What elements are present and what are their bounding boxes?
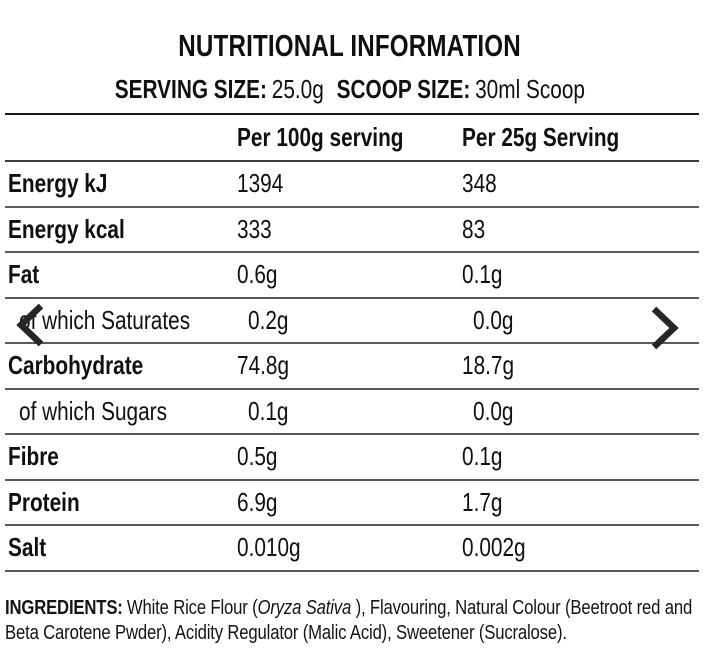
row-per100-value: 6.9g (237, 486, 278, 517)
row-per100-value: 74.8g (237, 350, 290, 381)
table-row-fat: Fat 0.6g 0.1g (5, 253, 699, 299)
ingredients-text-start: White Rice Flour ( (126, 597, 258, 619)
row-label: Energy kcal (8, 213, 125, 244)
row-per25-value: 0.1g (462, 259, 503, 290)
table-row-energy-kj: Energy kJ 1394 348 (5, 162, 699, 208)
row-per25-value: 0.1g (462, 441, 503, 472)
table-row-energy-kcal: Energy kcal 333 83 (5, 208, 699, 253)
table-row-saturates: of which Saturates 0.2g 0.0g (5, 299, 699, 344)
row-per25-value: 0.0g (473, 395, 514, 426)
row-per25-value: 348 (462, 168, 497, 199)
header-per-100g: Per 100g serving (237, 122, 404, 152)
row-label: Fibre (8, 441, 59, 472)
row-label: Carbohydrate (8, 350, 144, 381)
chevron-right-icon (651, 306, 679, 350)
row-label: Protein (8, 486, 80, 517)
row-label: Fat (8, 259, 40, 290)
page-title: NUTRITIONAL INFORMATION (178, 28, 522, 63)
row-per100-value: 0.6g (237, 259, 278, 290)
ingredients-label: INGREDIENTS: (5, 597, 123, 619)
nutrition-table: Per 100g serving Per 25g Serving Energy … (5, 113, 699, 572)
serving-size-label: SERVING SIZE: (114, 74, 268, 104)
chevron-left-icon (16, 303, 44, 347)
scoop-size-value: 30ml Scoop (475, 74, 586, 104)
row-per25-value: 0.002g (462, 532, 526, 563)
serving-size-row: SERVING SIZE: 25.0g SCOOP SIZE: 30ml Scoop (0, 74, 700, 105)
row-per25-value: 1.7g (462, 486, 503, 517)
table-row-protein: Protein 6.9g 1.7g (5, 481, 699, 526)
row-per100-value: 1394 (237, 168, 284, 199)
page-title-row: NUTRITIONAL INFORMATION (0, 28, 700, 64)
header-blank-cell (8, 122, 237, 153)
row-per25-value: 0.0g (473, 304, 514, 335)
ingredients-paragraph: INGREDIENTS: White Rice Flour (Oryza Sati… (5, 596, 706, 646)
row-per100-value: 0.5g (237, 441, 278, 472)
scoop-size-label: SCOOP SIZE: (336, 74, 471, 104)
table-row-salt: Salt 0.010g 0.002g (5, 526, 699, 572)
row-label: Energy kJ (8, 168, 108, 199)
row-per100-value: 0.2g (248, 304, 289, 335)
row-per100-value: 0.1g (248, 395, 289, 426)
carousel-next-button[interactable] (648, 306, 680, 350)
table-row-carbohydrate: Carbohydrate 74.8g 18.7g (5, 344, 699, 390)
serving-size-line: SERVING SIZE: 25.0g SCOOP SIZE: 30ml Scoop (115, 74, 585, 105)
header-per-25g: Per 25g Serving (462, 122, 620, 152)
table-header-row: Per 100g serving Per 25g Serving (5, 115, 699, 162)
row-per100-value: 0.010g (237, 532, 301, 563)
table-row-sugars: of which Sugars 0.1g 0.0g (5, 390, 699, 435)
row-label: of which Sugars (19, 395, 167, 426)
table-row-fibre: Fibre 0.5g 0.1g (5, 435, 699, 481)
row-label: Salt (8, 532, 47, 563)
carousel-prev-button[interactable] (15, 303, 47, 347)
row-per100-value: 333 (237, 213, 272, 244)
ingredients-latin-name: Oryza Sativa (257, 597, 352, 619)
ingredients-text-end: ), Flavouring, Natural Colour (Beetroot … (5, 597, 693, 644)
row-per25-value: 83 (462, 213, 486, 244)
serving-size-value: 25.0g (271, 74, 324, 104)
row-per25-value: 18.7g (462, 350, 515, 381)
row-label: of which Saturates (19, 304, 191, 335)
